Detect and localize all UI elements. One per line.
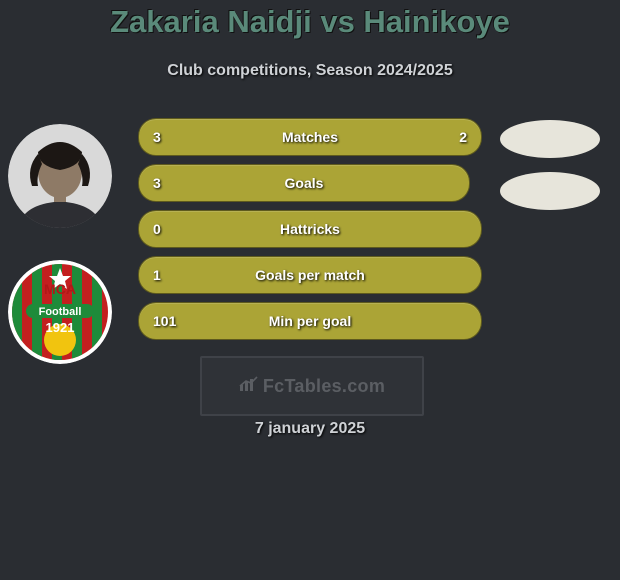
stat-label: Matches (282, 129, 338, 145)
club-badge-left: MCA Football 1921 (8, 260, 112, 364)
stat-label: Hattricks (280, 221, 340, 237)
stat-label: Goals (285, 175, 324, 191)
stat-bar: Goals per match 1 (138, 256, 482, 294)
chart-icon (239, 376, 259, 397)
stat-left-value: 1 (153, 267, 161, 283)
brand-box: FcTables.com (200, 356, 424, 416)
stat-left-value: 101 (153, 313, 176, 329)
stat-bar: Matches 3 2 (138, 118, 482, 156)
page-title: Zakaria Naidji vs Hainikoye (0, 4, 620, 40)
stat-left-value: 3 (153, 129, 161, 145)
player-avatar-left (8, 124, 112, 228)
badge-year: 1921 (46, 320, 75, 335)
stat-bar: Goals 3 (138, 164, 470, 202)
stat-left-value: 3 (153, 175, 161, 191)
right-oval-2 (500, 172, 600, 210)
stat-label: Goals per match (255, 267, 365, 283)
stat-bar: Hattricks 0 (138, 210, 482, 248)
stat-row: Min per goal 101 (138, 302, 482, 340)
brand-label: FcTables.com (263, 376, 385, 397)
page-subtitle: Club competitions, Season 2024/2025 (0, 62, 620, 80)
badge-midtext: Football (39, 306, 82, 318)
stat-row: Goals per match 1 (138, 256, 482, 294)
stat-row: Goals 3 (138, 164, 482, 202)
club-badge-icon: MCA Football 1921 (8, 260, 112, 364)
stat-left-value: 0 (153, 221, 161, 237)
stat-row: Matches 3 2 (138, 118, 482, 156)
page-date: 7 january 2025 (0, 420, 620, 438)
badge-toptext: MCA (44, 281, 76, 297)
right-oval-1 (500, 120, 600, 158)
stat-rows: Matches 3 2 Goals 3 Hattricks 0 Goals per match… (138, 118, 482, 348)
stat-row: Hattricks 0 (138, 210, 482, 248)
stat-bar: Min per goal 101 (138, 302, 482, 340)
stat-label: Min per goal (269, 313, 351, 329)
stat-right-value: 2 (459, 129, 467, 145)
avatar-placeholder-icon (8, 124, 112, 228)
